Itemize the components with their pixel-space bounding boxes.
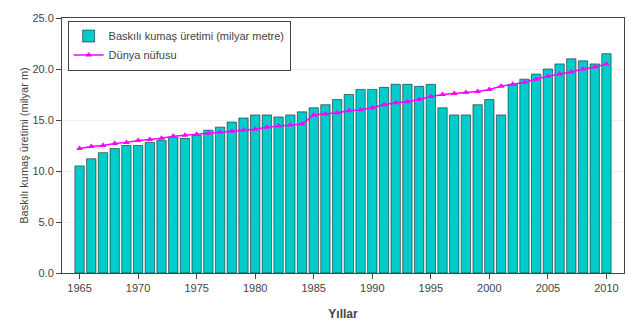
svg-text:Dünya nüfusu: Dünya nüfusu <box>109 49 177 61</box>
svg-text:20.0: 20.0 <box>32 63 53 75</box>
svg-text:1990: 1990 <box>360 282 384 294</box>
svg-text:Yıllar: Yıllar <box>328 307 358 321</box>
svg-text:1965: 1965 <box>67 282 91 294</box>
svg-text:Baskılı kumaş üretimi (milyar: Baskılı kumaş üretimi (milyar m) <box>18 67 30 223</box>
svg-text:15.0: 15.0 <box>32 114 53 126</box>
svg-text:1985: 1985 <box>301 282 325 294</box>
svg-text:2010: 2010 <box>594 282 618 294</box>
svg-text:Baskılı kumaş üretimi (milyar: Baskılı kumaş üretimi (milyar metre) <box>109 30 284 42</box>
svg-text:2005: 2005 <box>536 282 560 294</box>
svg-text:0.0: 0.0 <box>39 267 54 279</box>
svg-text:5.0: 5.0 <box>39 216 54 228</box>
svg-text:1980: 1980 <box>243 282 267 294</box>
svg-text:1995: 1995 <box>419 282 443 294</box>
svg-text:2000: 2000 <box>477 282 501 294</box>
svg-text:1970: 1970 <box>126 282 150 294</box>
svg-text:10.0: 10.0 <box>32 165 53 177</box>
svg-text:1975: 1975 <box>184 282 208 294</box>
svg-text:25.0: 25.0 <box>32 12 53 24</box>
